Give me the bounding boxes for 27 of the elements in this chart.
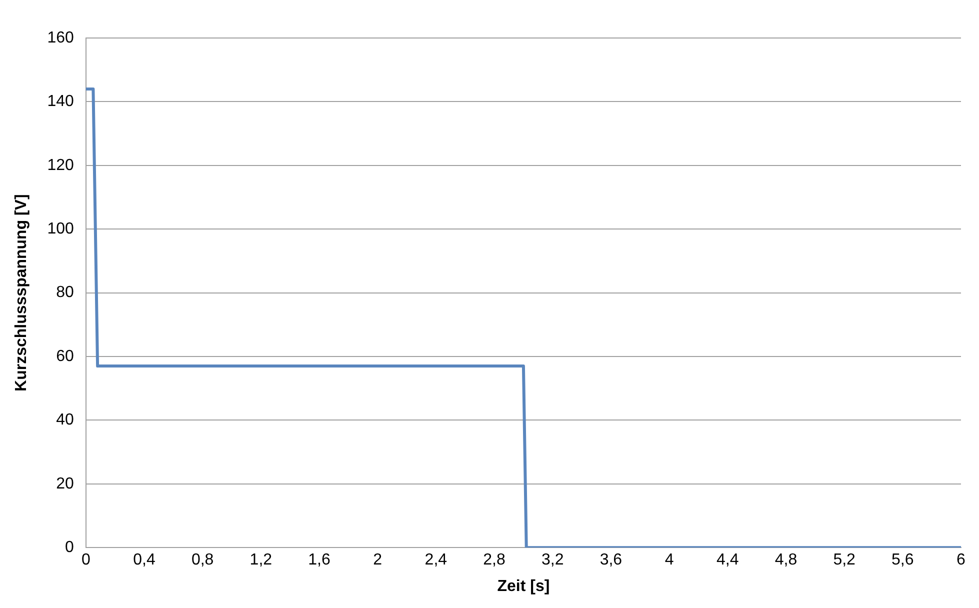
- y-tick-label: 60: [56, 348, 74, 365]
- y-tick-label: 80: [56, 284, 74, 302]
- x-tick-label: 0,4: [133, 552, 156, 569]
- x-axis-title: Zeit [s]: [497, 578, 550, 595]
- x-tick-label: 6: [956, 552, 966, 569]
- x-tick-label: 2,8: [483, 552, 506, 569]
- x-tick-label: 4: [664, 552, 674, 569]
- x-tick-label: 1,6: [308, 552, 330, 569]
- y-tick-label: 100: [47, 220, 74, 238]
- y-axis-title: Kurzschlussspannung [V]: [13, 194, 30, 392]
- x-tick-label: 2,4: [424, 552, 448, 569]
- x-tick-label: 1,2: [250, 552, 272, 569]
- y-tick-label: 160: [47, 29, 74, 46]
- x-tick-label: 0,8: [191, 552, 214, 569]
- x-tick-label: 3,2: [541, 552, 564, 569]
- y-tick-label: 40: [56, 412, 74, 429]
- x-tick-label: 4,8: [774, 552, 798, 569]
- x-tick-label: 0: [81, 552, 90, 569]
- y-tick-label: 140: [47, 93, 74, 110]
- x-tick-label: 3,6: [600, 552, 622, 569]
- y-tick-label: 20: [56, 475, 74, 492]
- x-tick-label: 5,6: [892, 552, 914, 569]
- y-tick-label: 120: [47, 156, 74, 174]
- y-tick-label: 0: [64, 539, 74, 556]
- x-tick-label: 2: [373, 552, 382, 569]
- x-tick-label: 4,4: [716, 552, 739, 569]
- x-tick-label: 5,2: [833, 552, 856, 569]
